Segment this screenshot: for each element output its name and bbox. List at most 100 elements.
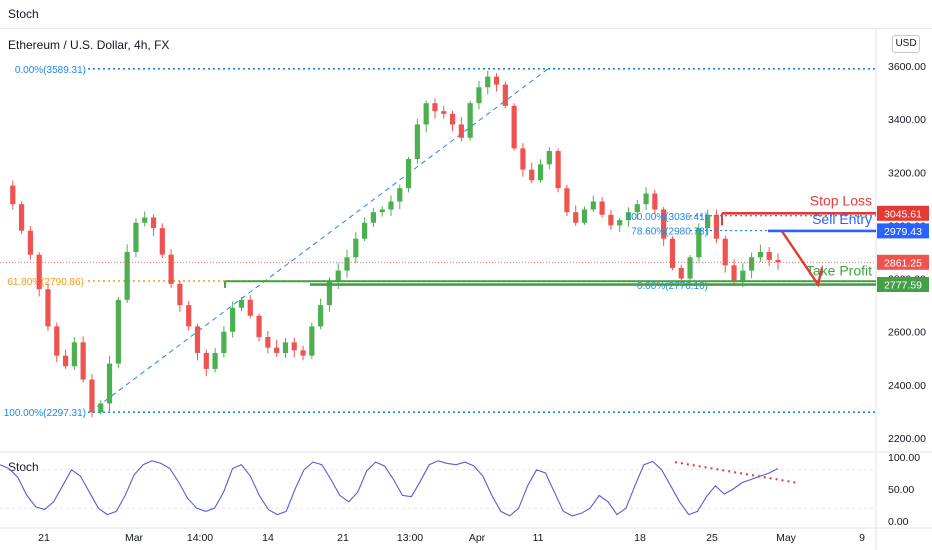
candle-bearish bbox=[432, 103, 438, 112]
candle-bearish bbox=[599, 201, 605, 215]
stoch-line bbox=[0, 460, 779, 517]
indicator-name: Stoch bbox=[8, 7, 39, 21]
candle-bearish bbox=[45, 289, 51, 327]
projection-arrow bbox=[781, 230, 824, 288]
candle-bullish bbox=[115, 299, 121, 364]
price-tick-label: 2400.00 bbox=[888, 380, 926, 392]
candle-bullish bbox=[124, 252, 130, 300]
candle-bullish bbox=[221, 331, 227, 353]
time-tick-label: 9 bbox=[859, 532, 865, 544]
candle-bullish bbox=[379, 209, 385, 213]
candle-bullish bbox=[405, 159, 412, 189]
candle-bullish bbox=[581, 209, 588, 223]
fib-level-label: 0.00%(3589.31) bbox=[15, 65, 86, 76]
candle-bullish bbox=[335, 270, 341, 282]
candle-bearish bbox=[54, 326, 60, 356]
stoch-tick-label: 50.00 bbox=[888, 484, 914, 496]
candle-bearish bbox=[186, 305, 192, 327]
candle-bullish bbox=[537, 164, 544, 181]
candle-bullish bbox=[388, 201, 394, 210]
candle-bearish bbox=[441, 111, 447, 114]
candle-bullish bbox=[238, 299, 245, 308]
candle-bullish bbox=[696, 228, 702, 258]
candle-bearish bbox=[80, 342, 86, 380]
candle-bearish bbox=[274, 347, 280, 353]
candle-bullish bbox=[362, 222, 368, 239]
time-tick-label: 21 bbox=[38, 532, 50, 544]
candle-bullish bbox=[98, 403, 104, 413]
take-profit-tag-text: 2777.59 bbox=[884, 280, 922, 292]
candle-bearish bbox=[256, 315, 262, 338]
stop-loss-label: Stop Loss bbox=[810, 192, 872, 208]
candle-bearish bbox=[713, 214, 720, 239]
candle-bearish bbox=[449, 113, 456, 125]
candle-bearish bbox=[652, 193, 658, 210]
candle-bearish bbox=[775, 259, 781, 263]
candle-bearish bbox=[150, 217, 157, 229]
candle-bullish bbox=[230, 307, 236, 332]
candle-bullish bbox=[133, 222, 139, 252]
price-tick-label: 2600.00 bbox=[888, 327, 926, 339]
candle-bullish bbox=[344, 257, 350, 271]
candle-bearish bbox=[493, 76, 500, 85]
candle-bullish bbox=[414, 124, 420, 159]
symbol-title: Ethereum / U.S. Dollar, 4h, FX bbox=[8, 38, 170, 52]
take-profit-label: Take Profit bbox=[806, 263, 872, 279]
time-tick-label: 11 bbox=[533, 532, 544, 544]
last-price-tag-text: 2861.25 bbox=[884, 257, 922, 269]
candle-bullish bbox=[687, 257, 693, 279]
candle-bullish bbox=[485, 76, 491, 88]
candle-bearish bbox=[10, 185, 16, 205]
candle-bearish bbox=[573, 212, 579, 223]
candle-bearish bbox=[194, 326, 201, 353]
stop-loss-tag-text: 3045.61 bbox=[884, 208, 922, 220]
candle-bearish bbox=[529, 169, 535, 181]
time-tick-label: Mar bbox=[125, 532, 144, 544]
candle-bullish bbox=[106, 363, 113, 404]
fib-small-label: 100.00%(3036.41) bbox=[626, 212, 708, 223]
candle-bearish bbox=[89, 379, 95, 413]
candle-bearish bbox=[520, 148, 526, 170]
sell-entry-label: Sell Entry bbox=[812, 211, 872, 227]
fib-trend-line bbox=[89, 68, 549, 413]
candle-bullish bbox=[467, 103, 473, 138]
candle-bullish bbox=[749, 257, 755, 271]
candle-bullish bbox=[546, 151, 552, 165]
fib-level-label: 100.00%(2297.31) bbox=[4, 408, 86, 419]
candle-bullish bbox=[309, 326, 315, 356]
candle-bullish bbox=[617, 220, 623, 226]
candle-bearish bbox=[291, 342, 297, 351]
candle-bearish bbox=[661, 209, 667, 239]
candle-bullish bbox=[625, 212, 632, 221]
candle-bullish bbox=[634, 204, 640, 213]
candle-bullish bbox=[71, 342, 77, 367]
candle-bearish bbox=[608, 214, 614, 226]
price-tick-label: 3200.00 bbox=[888, 167, 926, 179]
candle-bullish bbox=[212, 352, 218, 369]
sell-entry-tag-text: 2979.43 bbox=[884, 226, 922, 238]
candle-bearish bbox=[177, 283, 183, 306]
stop-loss-tag bbox=[877, 205, 929, 221]
time-tick-label: May bbox=[776, 532, 797, 544]
price-tick-label: 3400.00 bbox=[888, 114, 926, 126]
candle-bullish bbox=[370, 212, 377, 223]
candle-bearish bbox=[203, 352, 209, 369]
candle-bearish bbox=[62, 355, 69, 367]
candle-bearish bbox=[458, 124, 464, 138]
candle-bearish bbox=[678, 267, 684, 279]
price-tick-label: 2200.00 bbox=[888, 433, 926, 445]
take-profit-tag bbox=[877, 277, 929, 293]
candle-bearish bbox=[766, 252, 772, 260]
candle-bearish bbox=[36, 254, 42, 290]
candle-bearish bbox=[669, 238, 676, 268]
currency-button[interactable]: USD bbox=[892, 35, 920, 53]
fib-level-label: 61.80%(2790.86) bbox=[7, 277, 84, 288]
candle-bearish bbox=[18, 204, 25, 231]
candle-bearish bbox=[159, 228, 165, 255]
candle-bullish bbox=[142, 217, 148, 223]
candle-bullish bbox=[740, 270, 746, 282]
candle-bearish bbox=[265, 337, 271, 348]
candle-bullish bbox=[757, 252, 764, 258]
candle-bullish bbox=[353, 238, 359, 258]
